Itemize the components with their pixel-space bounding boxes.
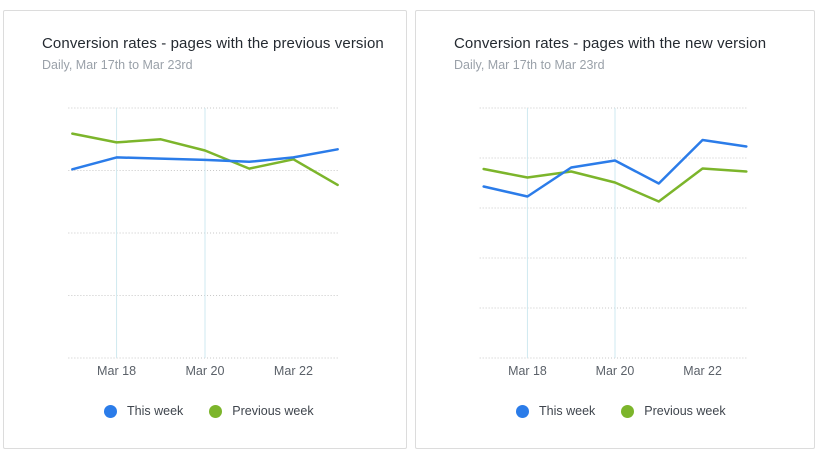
card-title: Conversion rates - pages with the previo… [42,35,384,52]
card-subtitle: Daily, Mar 17th to Mar 23rd [42,58,193,72]
legend-label: Previous week [644,404,726,418]
chart-card-new-version: Conversion rates - pages with the new ve… [415,10,815,449]
x-tick-label: Mar 20 [185,364,224,378]
card-subtitle: Daily, Mar 17th to Mar 23rd [454,58,605,72]
card-title: Conversion rates - pages with the new ve… [454,35,767,52]
legend-label: Previous week [232,404,314,418]
x-tick-label: Mar 22 [683,364,722,378]
legend-label: This week [539,404,596,418]
series-line-previous-week[interactable] [71,132,339,187]
conversion-line-chart-previous[interactable]: Mar 18 Mar 20 Mar 22 [4,98,406,390]
previous-week-dot-icon [621,404,635,418]
series-line-this-week[interactable] [71,148,339,171]
chart-legend: This week Previous week [416,403,814,419]
chart-card-previous-version: Conversion rates - pages with the previo… [3,10,407,449]
legend-item-previous-week[interactable]: Previous week [621,403,726,419]
series-line-previous-week[interactable] [482,167,748,203]
series-line-this-week[interactable] [482,138,748,198]
this-week-dot-icon [104,404,117,418]
legend-item-this-week[interactable]: This week [516,403,595,419]
x-tick-label: Mar 22 [274,364,313,378]
x-tick-label: Mar 20 [596,364,635,378]
x-tick-label: Mar 18 [97,364,136,378]
conversion-line-chart-new[interactable]: Mar 18 Mar 20 Mar 22 [416,98,814,390]
legend-item-this-week[interactable]: This week [104,403,183,419]
legend-item-previous-week[interactable]: Previous week [209,403,314,419]
chart-legend: This week Previous week [4,403,406,419]
this-week-dot-icon [516,404,529,418]
previous-week-dot-icon [209,404,223,418]
legend-label: This week [127,404,184,418]
x-tick-label: Mar 18 [508,364,547,378]
